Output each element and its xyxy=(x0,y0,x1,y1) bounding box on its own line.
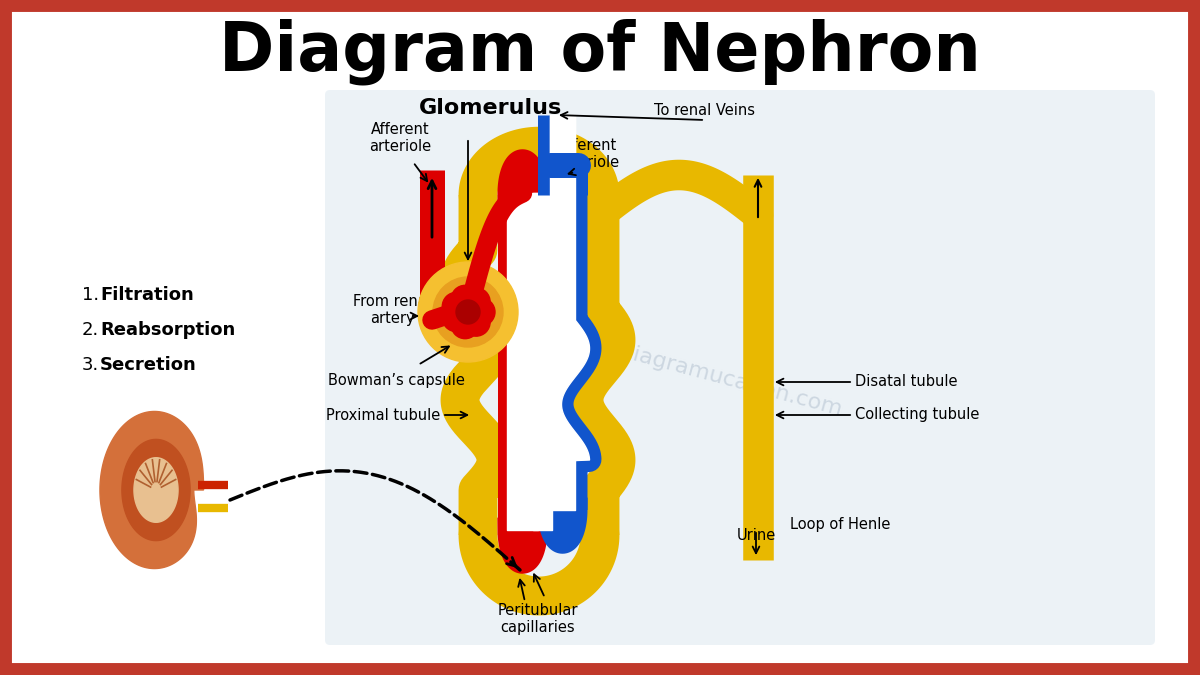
Text: To renal Veins: To renal Veins xyxy=(654,103,756,118)
Text: Bowman’s capsule: Bowman’s capsule xyxy=(328,373,464,387)
Text: 3.: 3. xyxy=(82,356,100,374)
Text: 1.: 1. xyxy=(82,286,100,304)
Text: Peritubular
capillaries: Peritubular capillaries xyxy=(498,603,578,635)
Text: Efferent
arteriole: Efferent arteriole xyxy=(557,138,619,170)
Text: Loop of Henle: Loop of Henle xyxy=(790,518,890,533)
Text: Filtration: Filtration xyxy=(100,286,193,304)
Text: Diagram of Nephron: Diagram of Nephron xyxy=(220,19,980,85)
Circle shape xyxy=(456,300,480,324)
Polygon shape xyxy=(122,439,190,541)
Circle shape xyxy=(443,292,470,321)
Text: Secretion: Secretion xyxy=(100,356,197,374)
Text: Afferent
arteriole: Afferent arteriole xyxy=(368,122,431,155)
Circle shape xyxy=(451,286,479,313)
FancyBboxPatch shape xyxy=(325,90,1154,645)
Text: 2.: 2. xyxy=(82,321,100,339)
Text: Disatal tubule: Disatal tubule xyxy=(854,375,958,389)
Circle shape xyxy=(418,262,518,362)
Circle shape xyxy=(443,304,470,331)
Circle shape xyxy=(467,298,496,326)
Text: C: C xyxy=(558,413,568,427)
Text: C: C xyxy=(505,495,515,509)
Polygon shape xyxy=(100,412,204,568)
Text: From renal
artery: From renal artery xyxy=(353,294,431,326)
Text: A: A xyxy=(497,275,508,290)
Text: Reabsorption: Reabsorption xyxy=(100,321,235,339)
Circle shape xyxy=(462,308,490,336)
Text: B: B xyxy=(505,413,515,427)
Text: Glomerulus: Glomerulus xyxy=(419,98,562,118)
Circle shape xyxy=(433,277,503,347)
Text: Diagramucation.com: Diagramucation.com xyxy=(614,340,845,420)
Circle shape xyxy=(462,288,490,316)
Circle shape xyxy=(451,310,479,339)
Text: B: B xyxy=(553,495,563,509)
Text: Proximal tubule: Proximal tubule xyxy=(325,408,440,423)
Text: Urine: Urine xyxy=(737,528,775,543)
Polygon shape xyxy=(134,458,178,522)
Text: Collecting tubule: Collecting tubule xyxy=(854,408,979,423)
